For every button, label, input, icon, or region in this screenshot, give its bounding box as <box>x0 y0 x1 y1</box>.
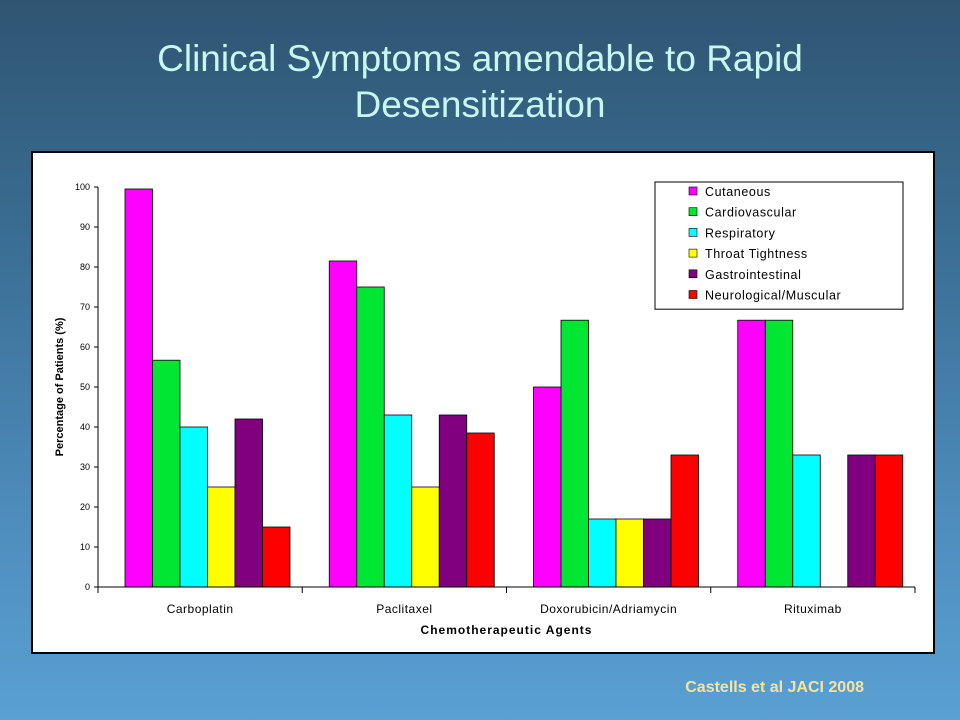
x-tick-label: Doxorubicin/Adriamycin <box>540 602 677 616</box>
bar-cutaneous-doxorubicin-adriamycin <box>533 386 562 588</box>
y-tick-label: 0 <box>85 582 90 592</box>
legend-swatch <box>688 207 698 217</box>
y-tick-label: 10 <box>80 542 90 552</box>
x-tick-label: Rituximab <box>784 602 842 616</box>
y-tick-label: 50 <box>80 382 90 392</box>
bar-cutaneous-paclitaxel <box>328 260 358 588</box>
bar-gastrointestinal-carboplatin <box>234 418 263 588</box>
slide-title: Clinical Symptoms amendable to Rapid Des… <box>40 36 920 128</box>
legend-box <box>654 181 904 310</box>
bar-respiratory-carboplatin <box>179 426 208 588</box>
legend-label: Throat Tightness <box>705 247 808 261</box>
legend-label: Gastrointestinal <box>705 268 801 282</box>
legend-label: Cutaneous <box>705 185 771 199</box>
legend-swatch <box>688 228 698 237</box>
legend-label: Respiratory <box>705 226 776 240</box>
bar-gastrointestinal-paclitaxel <box>438 414 468 588</box>
legend-swatch <box>688 186 698 196</box>
legend-label: Cardiovascular <box>705 206 797 220</box>
citation: Castells et al JACI 2008 <box>685 679 864 696</box>
x-axis-title: Chemotherapeutic Agents <box>421 623 593 637</box>
bar-throat-tightness-paclitaxel <box>411 486 440 588</box>
bar-respiratory-doxorubicin-adriamycin <box>588 518 617 588</box>
bar-gastrointestinal-rituximab <box>847 454 876 588</box>
legend-label: Neurological/Muscular <box>705 289 841 303</box>
y-tick-label: 60 <box>80 342 90 352</box>
bar-neurological-muscular-doxorubicin-adriamycin <box>670 454 699 588</box>
legend-swatch <box>688 269 698 279</box>
y-tick-label: 80 <box>80 262 90 272</box>
chart-frame: 0 10 20 30 40 50 60 70 80 90 100 Carboplatin Paclita… <box>31 151 935 654</box>
bar-chart: 0 10 20 30 40 50 60 70 80 90 100 Carboplatin Paclita… <box>54 181 916 637</box>
y-tick-label: 20 <box>80 502 90 512</box>
bar-cutaneous-carboplatin <box>124 188 153 588</box>
legend-swatch <box>688 248 698 258</box>
bar-throat-tightness-carboplatin <box>207 486 236 588</box>
y-tick-label: 70 <box>80 302 90 312</box>
slide-title-line2: Desensitization <box>354 84 606 125</box>
bar-cutaneous-rituximab <box>737 319 766 588</box>
slide-title-line1: Clinical Symptoms amendable to Rapid <box>157 38 803 79</box>
bar-cardiovascular-paclitaxel <box>356 286 385 588</box>
y-tick-label: 40 <box>80 422 90 432</box>
bar-cardiovascular-rituximab <box>764 319 794 588</box>
bar-cardiovascular-doxorubicin-adriamycin <box>560 319 589 588</box>
bar-neurological-muscular-paclitaxel <box>466 432 495 588</box>
y-axis-title: Percentage of Patients (%) <box>54 317 66 456</box>
x-tick-label: Carboplatin <box>167 602 234 616</box>
bar-throat-tightness-doxorubicin-adriamycin <box>615 518 644 588</box>
bar-cardiovascular-carboplatin <box>152 359 181 588</box>
bar-neurological-muscular-carboplatin <box>262 526 291 588</box>
y-tick-label: 90 <box>80 222 90 232</box>
legend-swatch <box>688 290 698 299</box>
bar-neurological-muscular-rituximab <box>874 454 904 588</box>
bar-gastrointestinal-doxorubicin-adriamycin <box>643 518 672 588</box>
bar-respiratory-rituximab <box>792 454 821 588</box>
y-tick-label: 30 <box>80 462 90 472</box>
x-tick-label: Paclitaxel <box>376 602 432 616</box>
bar-respiratory-paclitaxel <box>383 414 413 588</box>
y-tick-label: 100 <box>75 182 90 192</box>
